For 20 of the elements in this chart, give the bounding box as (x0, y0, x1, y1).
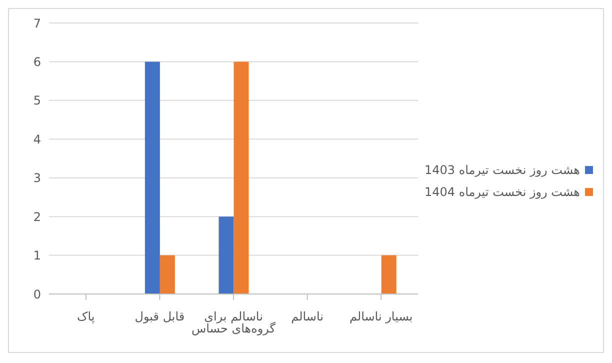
y-tick-label: 5 (33, 94, 41, 108)
legend-label: هشت روز نخست تیرماه 1404 (424, 184, 580, 198)
x-tick-label: قابل قبول (134, 310, 185, 324)
x-tick-label: ناسالم برای گروه‌های حساس (191, 310, 276, 336)
x-tick-label: بسیار ناسالم (349, 310, 413, 324)
y-tick-label: 0 (33, 287, 41, 302)
bar (234, 62, 249, 294)
y-tick-label: 6 (33, 54, 41, 69)
bar (218, 216, 234, 294)
y-tick-label: 3 (33, 171, 41, 186)
bar (160, 255, 175, 294)
bar (144, 62, 160, 294)
y-tick-label: 1 (33, 248, 41, 263)
legend-label: هشت روز نخست تیرماه 1403 (424, 162, 580, 176)
y-tick-label: 2 (33, 210, 41, 224)
bar (381, 255, 396, 294)
y-tick-label: 7 (33, 16, 41, 30)
y-tick-label: 4 (33, 132, 41, 146)
x-tick-label: ناسالم (291, 310, 324, 324)
x-tick-label: پاک (77, 310, 95, 324)
